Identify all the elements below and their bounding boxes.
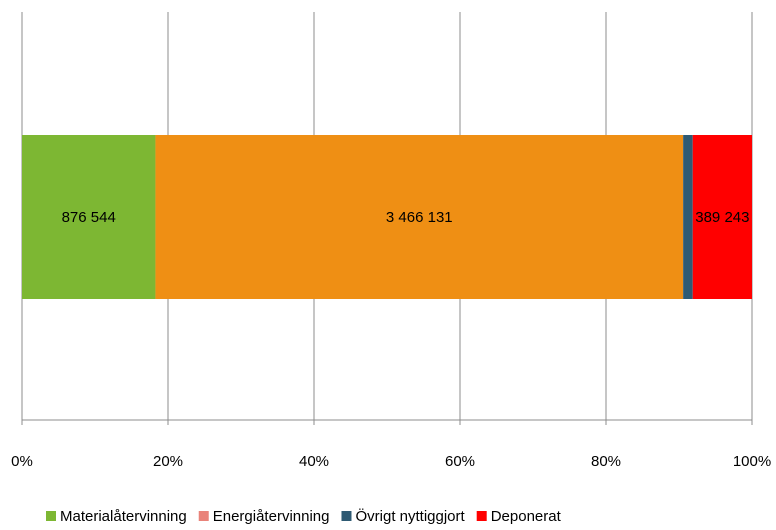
data-label-3: 389 243	[695, 209, 749, 226]
data-label-0: 876 544	[62, 209, 116, 226]
x-tick-label: 0%	[11, 453, 33, 470]
legend-swatch-1	[198, 511, 209, 521]
legend-label-3: Deponerat	[491, 508, 562, 525]
bar-segment-1	[155, 135, 684, 299]
legend-swatch-3	[476, 511, 487, 521]
bar-segments	[22, 135, 752, 299]
legend-label-0: Materialåtervinning	[60, 508, 187, 525]
x-tick-label: 80%	[591, 453, 621, 470]
bar-segment-0	[22, 135, 156, 299]
x-tick-label: 100%	[733, 453, 771, 470]
legend: Materialåtervinning Energiåtervinning Övri…	[46, 507, 562, 525]
x-tick-label: 20%	[153, 453, 183, 470]
legend-swatch-0	[46, 511, 56, 521]
data-label-1: 3 466 131	[386, 209, 453, 226]
legend-label-1: Energiåtervinning	[213, 508, 330, 525]
bar-segment-3	[692, 135, 752, 299]
legend-swatch-2	[341, 511, 352, 521]
data-labels: 876 544 3 466 131 389 243	[62, 209, 750, 226]
legend-label-2: Övrigt nyttiggjort	[355, 507, 465, 525]
x-tick-label: 40%	[299, 453, 329, 470]
x-tick-label: 60%	[445, 453, 475, 470]
x-axis-tick-labels: 0% 20% 40% 60% 80% 100%	[11, 453, 771, 470]
bar-segment-2	[683, 135, 693, 299]
